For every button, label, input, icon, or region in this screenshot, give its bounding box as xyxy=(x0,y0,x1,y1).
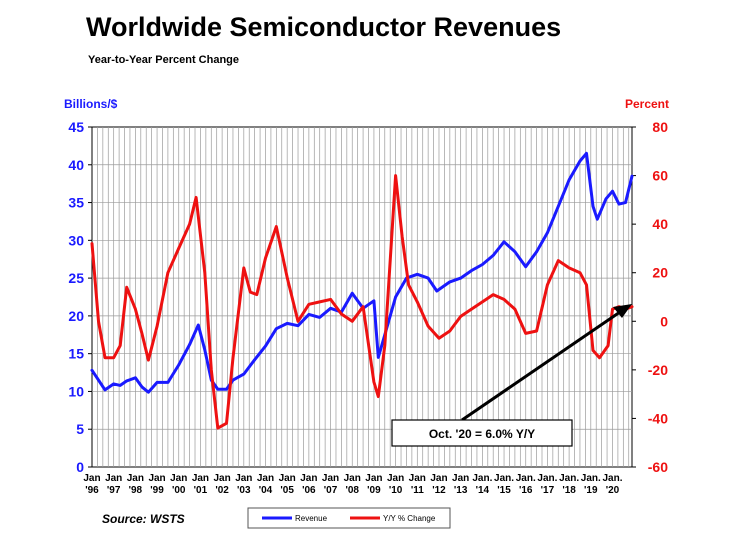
x-tick-label-month: Jan. xyxy=(516,473,536,484)
x-tick-label-month: Jan. xyxy=(537,473,557,484)
x-tick-label-month: Jan xyxy=(192,473,209,484)
x-tick-label-year: '99 xyxy=(150,485,164,496)
x-tick-label-month: Jan xyxy=(322,473,339,484)
x-tick-label-month: Jan xyxy=(365,473,382,484)
y-left-tick-label: 40 xyxy=(68,157,84,173)
x-tick-label-year: '16 xyxy=(519,485,533,496)
x-tick-label-year: '18 xyxy=(562,485,576,496)
y-left-tick-label: 15 xyxy=(68,346,84,362)
x-tick-label-month: Jan. xyxy=(494,473,514,484)
annotation-text: Oct. '20 = 6.0% Y/Y xyxy=(429,427,535,441)
y-left-tick-label: 35 xyxy=(68,195,84,211)
x-tick-label-year: '12 xyxy=(432,485,446,496)
x-tick-label-month: Jan xyxy=(257,473,274,484)
x-tick-label-year: '05 xyxy=(280,485,294,496)
x-tick-label-year: '07 xyxy=(324,485,338,496)
x-tick-label-month: Jan xyxy=(430,473,447,484)
y-left-axis: 0 5 10 15 20 25 30 35 40 45 xyxy=(68,119,92,475)
y-left-axis-label: Billions/$ xyxy=(64,97,118,111)
x-tick-label-year: '04 xyxy=(259,485,273,496)
y-left-tick-label: 5 xyxy=(76,421,84,437)
source-note: Source: WSTS xyxy=(102,512,185,526)
x-tick-label-month: Jan xyxy=(105,473,122,484)
x-tick-label-year: '06 xyxy=(302,485,316,496)
x-tick-label-year: '00 xyxy=(172,485,186,496)
plot-area-frame xyxy=(91,126,633,468)
annotation: Oct. '20 = 6.0% Y/Y xyxy=(391,304,632,447)
x-tick-label-month: Jan xyxy=(214,473,231,484)
y-left-tick-label: 10 xyxy=(68,383,84,399)
x-tick-label-year: '15 xyxy=(497,485,511,496)
y-right-tick-label: -20 xyxy=(648,362,668,378)
x-tick-label-month: Jan. xyxy=(559,473,579,484)
grid-lines xyxy=(92,127,632,467)
x-tick-label-year: '17 xyxy=(541,485,555,496)
x-tick-label-year: '19 xyxy=(584,485,598,496)
legend-label-revenue: Revenue xyxy=(295,514,328,523)
x-tick-label-year: '10 xyxy=(389,485,403,496)
series-lines xyxy=(90,151,634,430)
x-tick-label-month: Jan. xyxy=(602,473,622,484)
x-tick-label-year: '09 xyxy=(367,485,381,496)
x-tick-label-month: Jan xyxy=(452,473,469,484)
y-right-tick-label: 80 xyxy=(652,119,668,135)
x-tick-label-year: '97 xyxy=(107,485,121,496)
annotation-arrow-head xyxy=(613,304,632,318)
x-tick-label-year: '20 xyxy=(606,485,620,496)
y-left-tick-label: 25 xyxy=(68,270,84,286)
annotation-arrow-shaft xyxy=(461,310,621,422)
y-right-tick-label: -40 xyxy=(648,410,668,426)
y-right-tick-label: 60 xyxy=(652,168,668,184)
x-tick-label-month: Jan. xyxy=(581,473,601,484)
x-tick-label-year: '02 xyxy=(215,485,229,496)
x-tick-label-month: Jan. xyxy=(472,473,492,484)
series-line-revenue xyxy=(90,151,634,394)
x-tick-label-month: Jan xyxy=(387,473,404,484)
x-tick-label-year: '14 xyxy=(476,485,490,496)
x-tick-label-year: '01 xyxy=(194,485,208,496)
x-tick-label-year: '08 xyxy=(345,485,359,496)
x-axis: Jan'96Jan'97Jan'98Jan'99Jan'00Jan'01Jan'… xyxy=(83,473,622,496)
annotation-box xyxy=(391,419,573,447)
y-left-tick-label: 45 xyxy=(68,119,84,135)
x-tick-label-month: Jan xyxy=(170,473,187,484)
y-right-tick-label: 20 xyxy=(652,265,668,281)
legend-box xyxy=(247,507,451,529)
x-tick-label-month: Jan xyxy=(127,473,144,484)
chart-subtitle: Year-to-Year Percent Change xyxy=(88,54,240,66)
x-tick-label-month: Jan xyxy=(83,473,100,484)
y-right-tick-label: 0 xyxy=(660,313,668,329)
y-left-tick-label: 0 xyxy=(76,459,84,475)
y-left-tick-label: 30 xyxy=(68,232,84,248)
y-right-axis: -60 -40 -20 0 20 40 60 80 xyxy=(632,119,668,475)
y-right-tick-label: -60 xyxy=(648,459,668,475)
x-tick-label-year: '11 xyxy=(411,485,424,496)
legend: Revenue Y/Y % Change xyxy=(247,507,451,529)
y-right-tick-label: 40 xyxy=(652,216,668,232)
legend-label-yoy: Y/Y % Change xyxy=(383,514,436,523)
x-tick-label-year: '13 xyxy=(454,485,468,496)
x-tick-label-month: Jan xyxy=(148,473,165,484)
y-left-tick-label: 20 xyxy=(68,308,84,324)
x-tick-label-year: '03 xyxy=(237,485,251,496)
chart-title: Worldwide Semiconductor Revenues xyxy=(86,12,562,42)
x-tick-label-month: Jan xyxy=(300,473,317,484)
y-right-axis-label: Percent xyxy=(625,97,669,111)
x-tick-label-month: Jan xyxy=(279,473,296,484)
x-tick-label-month: Jan xyxy=(344,473,361,484)
x-tick-label-month: Jan xyxy=(409,473,426,484)
x-tick-label-year: '98 xyxy=(129,485,143,496)
x-tick-label-year: '96 xyxy=(85,485,99,496)
x-tick-label-month: Jan xyxy=(235,473,252,484)
series-line-yoy-change xyxy=(90,174,634,430)
